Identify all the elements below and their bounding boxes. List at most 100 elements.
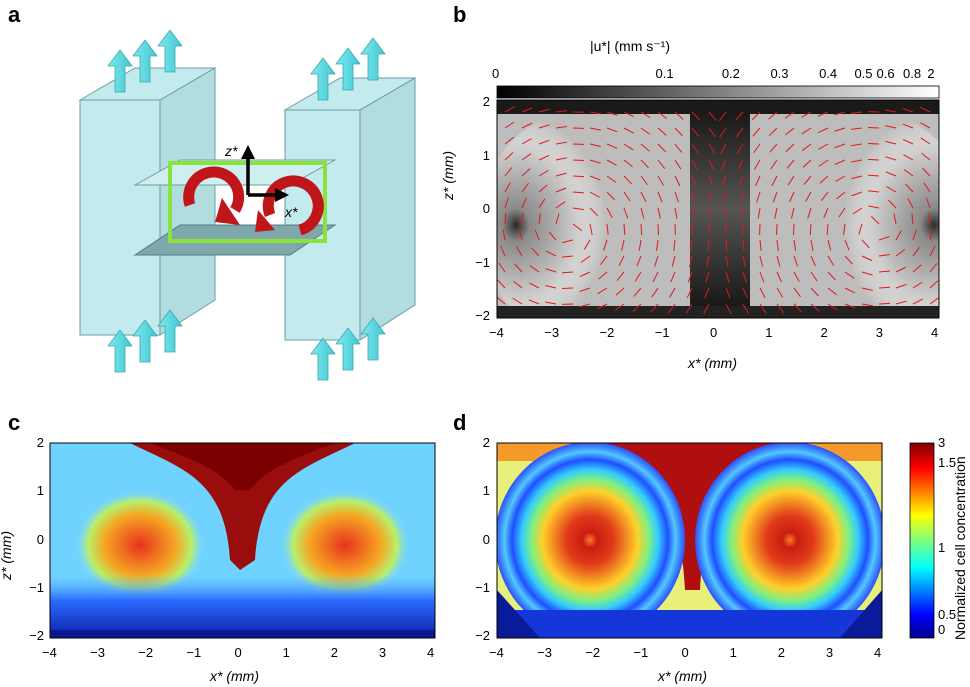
panel-letter-a: a	[8, 2, 21, 27]
velocity-arrow	[905, 183, 914, 193]
velocity-arrow	[888, 199, 897, 209]
velocity-arrow	[708, 175, 714, 187]
velocity-arrow	[703, 303, 710, 314]
velocity-arrow	[776, 239, 779, 251]
velocity-arrow	[818, 159, 829, 167]
velocity-arrow	[885, 109, 897, 113]
velocity-arrow	[759, 303, 767, 314]
velocity-arrow	[725, 239, 728, 252]
velocity-arrow	[689, 255, 693, 267]
velocity-arrow	[640, 223, 643, 236]
velocity-arrow	[603, 239, 608, 251]
velocity-arrow	[640, 175, 648, 186]
velocity-arrow	[521, 138, 532, 145]
tick-label: −2	[585, 645, 601, 660]
velocity-arrow	[623, 207, 629, 219]
tick-label: 2	[36, 435, 44, 450]
colorbar-tick-label: 0.1	[655, 66, 674, 81]
velocity-arrow	[504, 106, 515, 113]
velocity-arrow	[844, 287, 856, 294]
velocity-arrow	[793, 287, 801, 298]
velocity-arrow	[502, 229, 506, 241]
velocity-arrow	[589, 191, 600, 198]
velocity-arrow	[912, 281, 923, 289]
velocity-arrow	[834, 143, 846, 149]
velocity-arrow	[670, 271, 676, 283]
colorbar-tick-label: 1.5	[938, 455, 957, 470]
velocity-arrow	[826, 223, 829, 236]
velocity-arrow	[861, 239, 870, 249]
velocity-vectors	[497, 106, 939, 315]
velocity-arrow	[657, 191, 663, 203]
velocity-arrow	[521, 122, 533, 129]
velocity-arrow	[756, 191, 761, 203]
velocity-arrow	[504, 136, 515, 145]
velocity-arrow	[589, 159, 601, 164]
velocity-arrow	[801, 143, 812, 152]
velocity-arrow	[801, 127, 812, 135]
velocity-arrow	[708, 111, 717, 121]
velocity-arrow	[774, 207, 778, 219]
velocity-arrow	[579, 287, 591, 292]
colorbar-tick-label: 0.8	[903, 66, 922, 81]
velocity-arrow	[548, 231, 557, 241]
velocity-arrow	[844, 303, 856, 309]
velocity-arrow	[844, 271, 855, 279]
velocity-arrow	[545, 268, 557, 273]
velocity-arrow	[555, 157, 567, 161]
velocity-arrow	[500, 245, 506, 257]
panel-letter-d: d	[453, 410, 467, 435]
velocity-arrow	[810, 271, 818, 282]
tick-label: 0	[482, 531, 490, 547]
velocity-arrow	[793, 303, 802, 313]
velocity-arrow	[742, 271, 747, 283]
velocity-arrow	[753, 159, 761, 170]
tick-label: 0	[482, 201, 490, 216]
velocity-arrow	[787, 175, 795, 186]
velocity-arrow	[802, 159, 812, 168]
outflow-arrows	[107, 29, 386, 101]
x-axis-label-c: x* (mm)	[210, 668, 259, 684]
tick-label: −4	[489, 325, 504, 340]
velocity-arrow	[827, 303, 838, 311]
velocity-arrow	[902, 108, 914, 113]
velocity-arrow	[878, 286, 891, 289]
velocity-arrow	[623, 143, 634, 151]
velocity-arrow	[562, 239, 574, 244]
velocity-arrow	[555, 110, 567, 113]
tick-label: −1	[475, 254, 490, 270]
colorbar-tick-label: 0.5	[938, 607, 957, 622]
velocity-arrow	[623, 191, 631, 202]
velocity-arrow	[929, 280, 939, 289]
velocity-arrow	[555, 201, 566, 209]
velocity-arrow	[579, 303, 591, 308]
velocity-arrow	[531, 247, 540, 257]
panel-letter-c: c	[8, 410, 21, 435]
velocity-arrow	[657, 127, 667, 136]
velocity-arrow	[691, 127, 700, 137]
velocity-arrow	[785, 127, 795, 136]
colorbar-b	[496, 85, 940, 99]
tick-label: 2	[482, 94, 490, 109]
velocity-arrow	[820, 191, 829, 202]
velocity-arrow	[504, 182, 511, 193]
velocity-arrow	[819, 175, 829, 184]
velocity-arrow	[776, 303, 785, 313]
velocity-arrow	[640, 143, 650, 152]
velocity-arrow	[852, 207, 863, 215]
velocity-arrow	[902, 139, 914, 145]
velocity-arrow	[572, 223, 583, 232]
tick-label: 4	[427, 645, 435, 660]
velocity-arrow	[759, 287, 766, 298]
velocity-arrow	[708, 127, 716, 138]
velocity-arrow	[789, 191, 795, 203]
velocity-arrow	[521, 168, 531, 177]
velocity-arrow	[870, 215, 880, 225]
velocity-arrow	[589, 223, 593, 235]
velocity-arrow	[561, 271, 574, 274]
velocity-arrow	[929, 297, 939, 305]
velocity-arrow	[895, 283, 907, 289]
velocity-arrow	[817, 127, 829, 134]
velocity-arrow	[784, 111, 795, 119]
velocity-arrow	[736, 143, 744, 154]
